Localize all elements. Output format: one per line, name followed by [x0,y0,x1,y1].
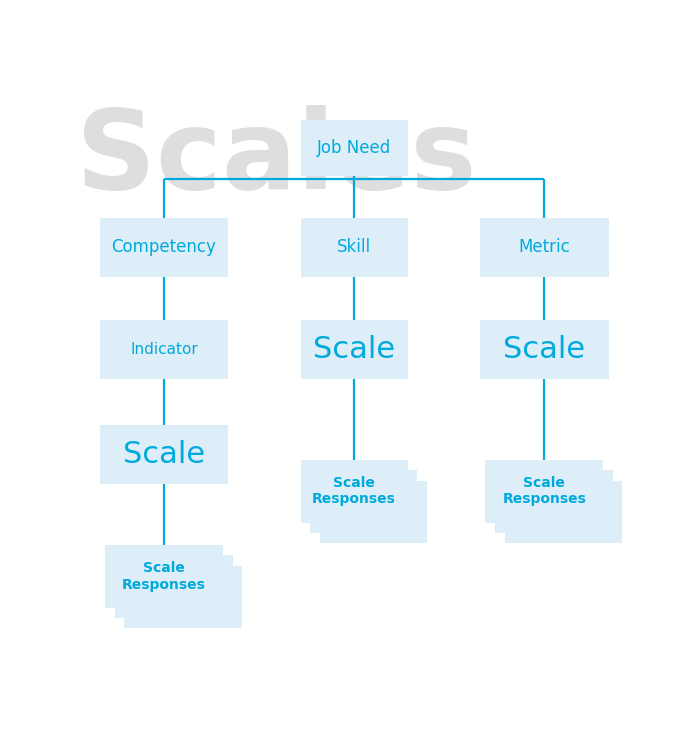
FancyBboxPatch shape [301,217,408,277]
Text: Scale
Responses: Scale Responses [502,476,586,506]
FancyBboxPatch shape [301,320,408,380]
FancyBboxPatch shape [480,320,609,380]
Text: Skill: Skill [337,238,371,256]
Text: Scale
Responses: Scale Responses [312,476,396,506]
Text: Scale: Scale [313,335,395,364]
FancyBboxPatch shape [310,470,417,533]
FancyBboxPatch shape [100,320,228,380]
Text: Scales: Scales [76,105,476,212]
FancyBboxPatch shape [115,556,233,618]
FancyBboxPatch shape [100,217,228,277]
Text: Metric: Metric [518,238,570,256]
FancyBboxPatch shape [124,566,243,628]
FancyBboxPatch shape [301,460,408,523]
Text: Indicator: Indicator [130,342,198,357]
Text: Scale
Responses: Scale Responses [122,562,206,592]
FancyBboxPatch shape [504,481,623,543]
FancyBboxPatch shape [320,481,427,543]
Text: Scale: Scale [503,335,585,364]
FancyBboxPatch shape [301,119,408,176]
FancyBboxPatch shape [105,545,223,608]
Text: Scale: Scale [123,440,205,469]
Text: Job Need: Job Need [317,139,391,157]
FancyBboxPatch shape [480,217,609,277]
FancyBboxPatch shape [100,425,228,484]
FancyBboxPatch shape [495,470,613,533]
Text: Competency: Competency [111,238,216,256]
FancyBboxPatch shape [485,460,603,523]
